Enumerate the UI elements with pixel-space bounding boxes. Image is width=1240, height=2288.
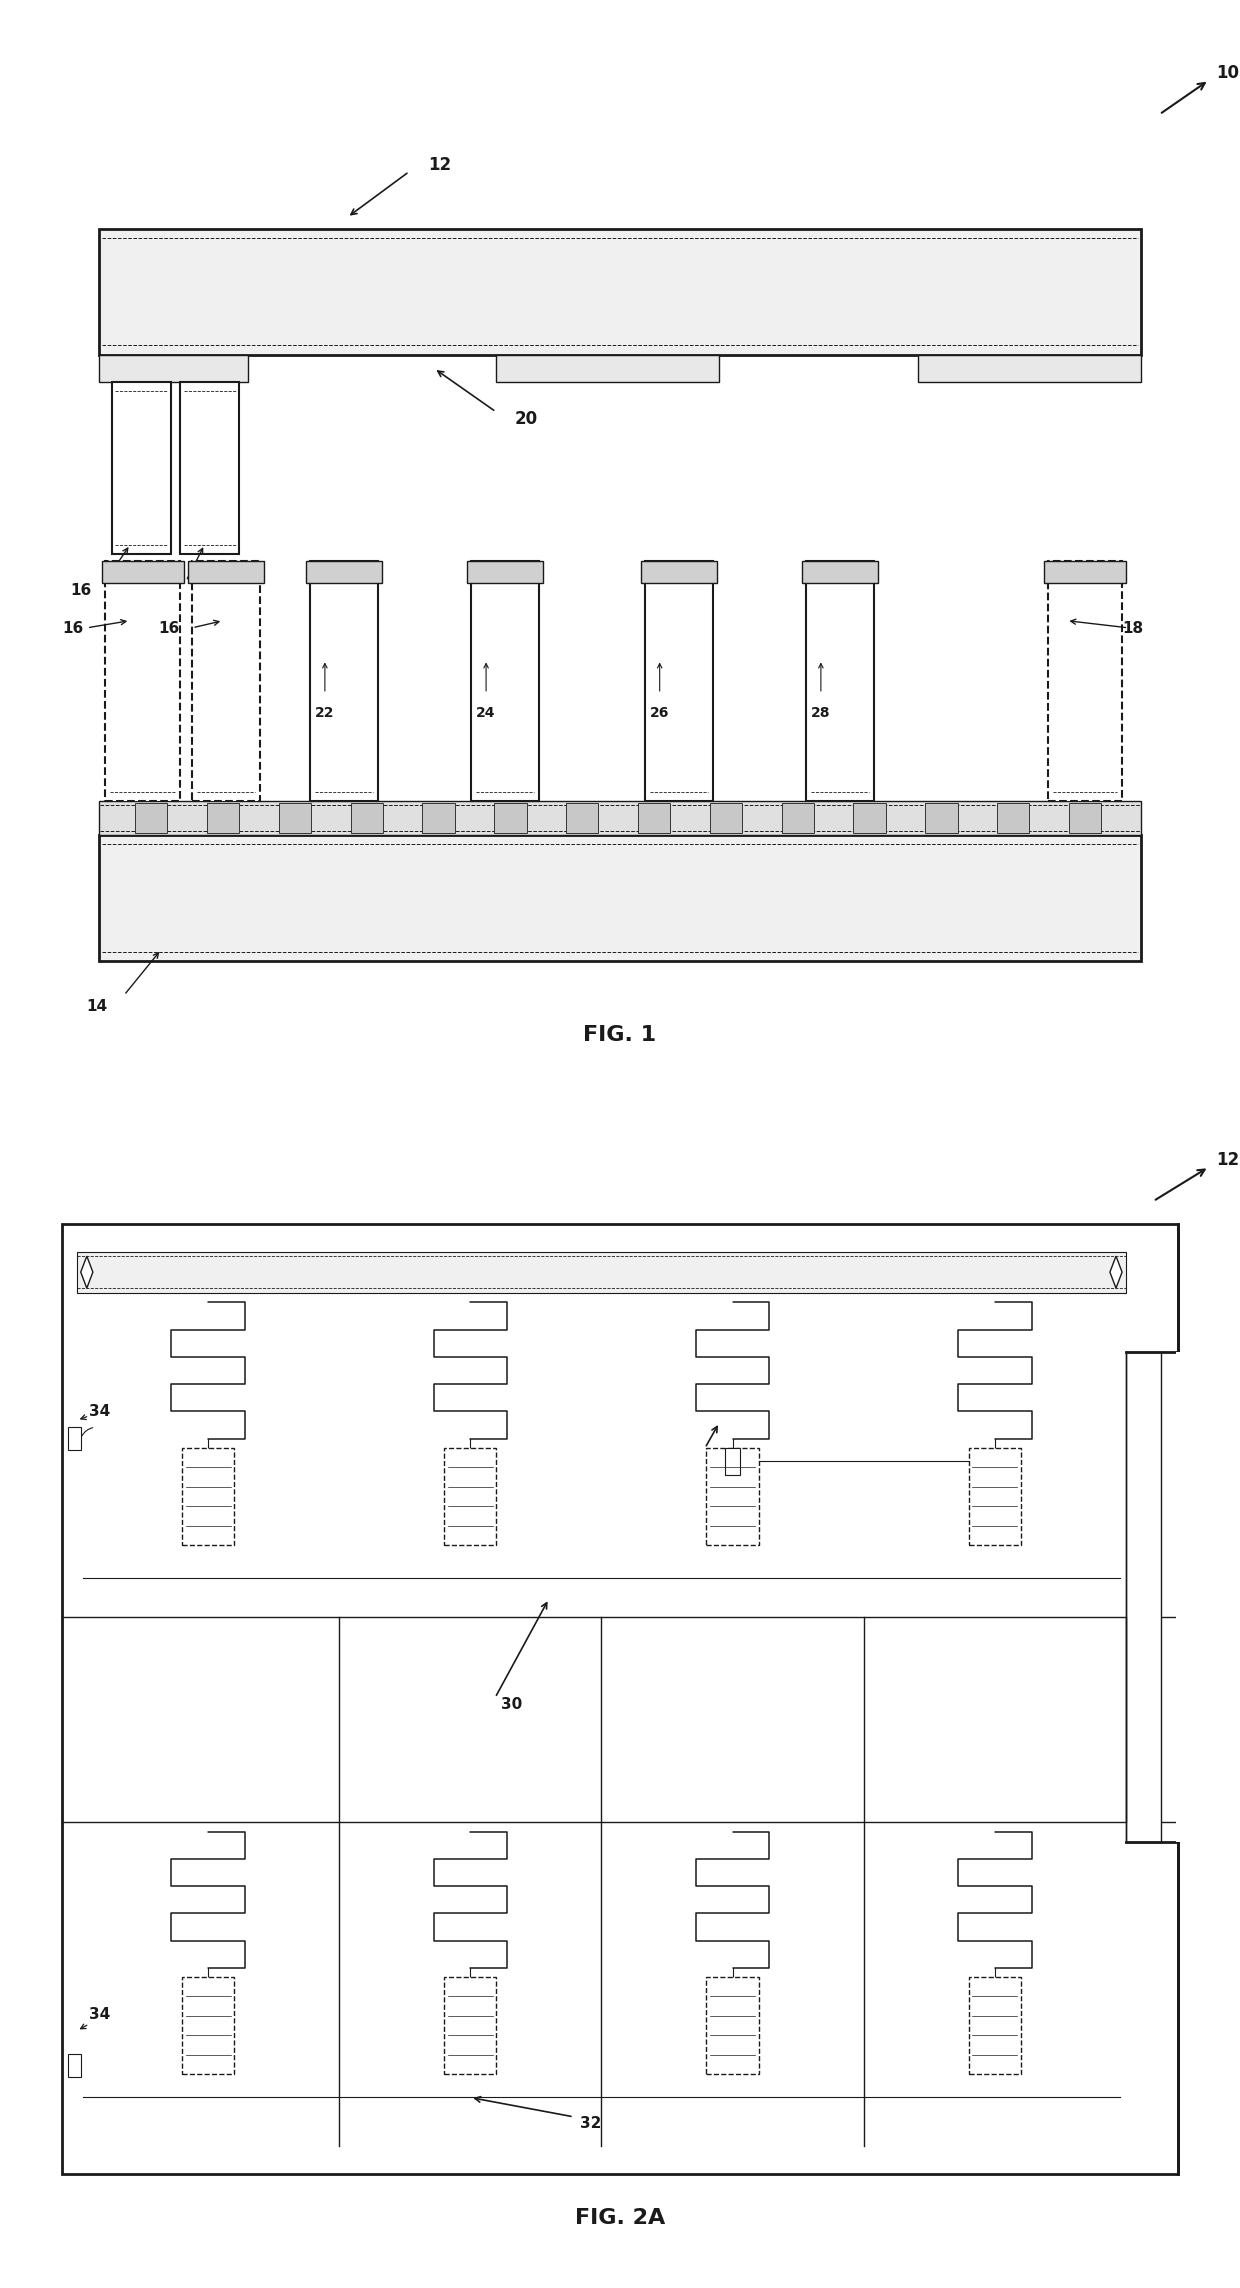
Bar	[495, 803, 527, 833]
Text: 32: 32	[580, 2116, 601, 2132]
Bar	[351, 803, 383, 833]
Bar	[444, 1448, 496, 1544]
Bar	[645, 561, 713, 801]
Bar	[1048, 561, 1122, 801]
Text: 30: 30	[501, 1698, 522, 1711]
Text: 16: 16	[69, 583, 92, 597]
Bar	[77, 1252, 1126, 1293]
Bar	[99, 835, 1141, 961]
Bar	[467, 561, 543, 583]
Text: 10: 10	[1216, 64, 1239, 82]
Bar	[207, 803, 239, 833]
Polygon shape	[81, 1256, 93, 1288]
Bar	[725, 1448, 740, 1476]
Bar	[853, 803, 885, 833]
Bar	[180, 382, 239, 554]
Bar	[99, 229, 1141, 355]
Bar	[1044, 561, 1126, 583]
Bar	[1126, 1352, 1161, 1842]
Bar	[709, 803, 742, 833]
Text: 12: 12	[1216, 1151, 1239, 1169]
Polygon shape	[1110, 1256, 1122, 1288]
Bar	[423, 803, 455, 833]
Text: 16: 16	[62, 620, 83, 636]
Text: 28: 28	[811, 705, 831, 721]
Bar	[968, 1448, 1021, 1544]
Text: 22: 22	[315, 705, 335, 721]
Bar	[997, 803, 1029, 833]
Bar	[968, 1977, 1021, 2075]
Bar	[99, 801, 1141, 835]
Text: 16: 16	[159, 620, 180, 636]
Bar	[306, 561, 382, 583]
Bar	[806, 561, 874, 801]
Bar	[68, 2055, 81, 2078]
Bar	[188, 561, 264, 583]
Bar	[641, 561, 717, 583]
Bar	[802, 561, 878, 583]
Bar	[496, 355, 719, 382]
Bar	[444, 1977, 496, 2075]
Bar	[918, 355, 1141, 382]
Text: FIG. 1: FIG. 1	[584, 1025, 656, 1046]
Bar	[105, 561, 180, 801]
Text: 30: 30	[711, 1460, 733, 1473]
Bar	[102, 561, 184, 583]
Text: 34: 34	[89, 1405, 110, 1419]
Bar	[471, 561, 539, 801]
Bar	[192, 561, 260, 801]
Text: 34: 34	[89, 2007, 110, 2023]
Bar	[310, 561, 378, 801]
Bar	[1069, 803, 1101, 833]
Bar	[637, 803, 671, 833]
Bar	[707, 1448, 759, 1544]
Bar	[707, 1977, 759, 2075]
Bar	[925, 803, 957, 833]
Text: FIG. 2A: FIG. 2A	[575, 2208, 665, 2229]
Bar	[279, 803, 311, 833]
Bar	[135, 803, 167, 833]
Bar	[99, 355, 248, 382]
Text: 20: 20	[515, 410, 538, 428]
Text: 12: 12	[428, 156, 451, 174]
Bar	[68, 1428, 81, 1451]
Bar	[112, 382, 171, 554]
Bar	[567, 803, 599, 833]
Bar	[1176, 1352, 1188, 1842]
Bar	[182, 1977, 234, 2075]
Text: 18: 18	[1122, 620, 1143, 636]
Text: 14: 14	[87, 1000, 108, 1014]
Bar	[182, 1448, 234, 1544]
Bar	[62, 1224, 1178, 2174]
Text: 16: 16	[156, 583, 179, 597]
Text: 26: 26	[650, 705, 670, 721]
Text: 24: 24	[476, 705, 496, 721]
Bar	[781, 803, 813, 833]
